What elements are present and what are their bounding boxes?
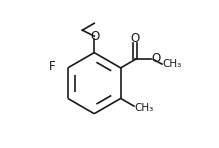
Text: F: F — [49, 60, 56, 73]
Text: CH₃: CH₃ — [135, 103, 154, 113]
Text: O: O — [151, 52, 161, 65]
Text: O: O — [131, 32, 140, 45]
Text: O: O — [90, 30, 100, 43]
Text: CH₃: CH₃ — [163, 59, 182, 69]
